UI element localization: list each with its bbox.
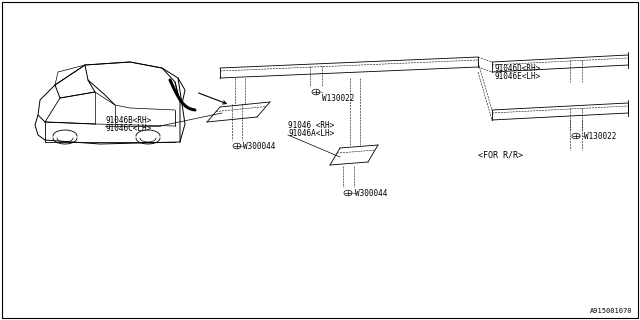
Text: 91046 <RH>: 91046 <RH> (288, 121, 334, 130)
Text: 91046B<RH>: 91046B<RH> (105, 116, 151, 125)
Text: 91046D<RH>: 91046D<RH> (494, 64, 540, 73)
Text: 91046C<LH>: 91046C<LH> (105, 124, 151, 133)
Text: W130022: W130022 (584, 132, 616, 140)
Text: W130022: W130022 (322, 94, 355, 103)
Text: W300044: W300044 (243, 141, 275, 150)
Text: 91046E<LH>: 91046E<LH> (494, 72, 540, 81)
Text: A915001070: A915001070 (589, 308, 632, 314)
Text: W300044: W300044 (355, 188, 387, 197)
Text: <FOR R/R>: <FOR R/R> (478, 150, 523, 159)
Text: 91046A<LH>: 91046A<LH> (288, 129, 334, 138)
